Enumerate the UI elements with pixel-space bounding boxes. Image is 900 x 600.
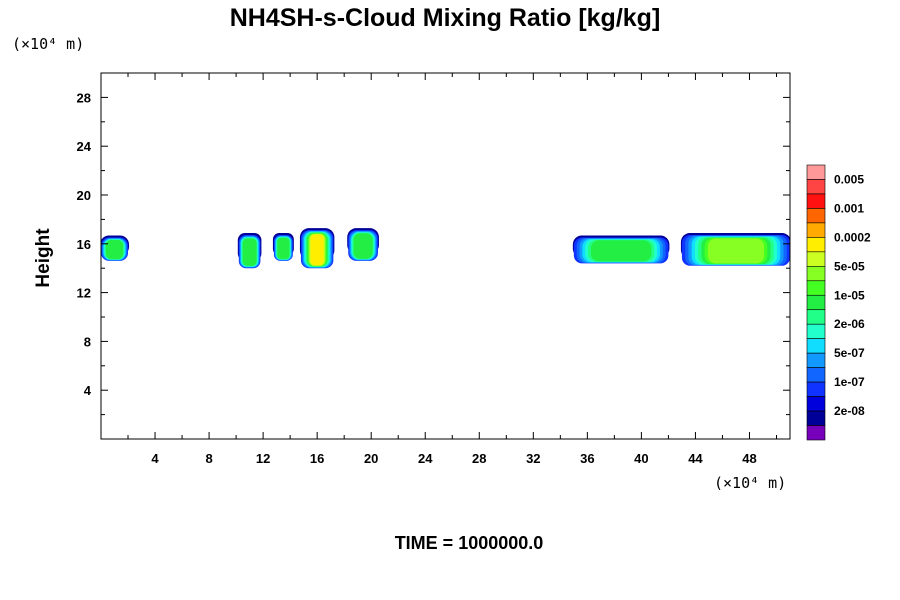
x-tick-label: 32 [526,451,540,466]
colorbar-swatch [806,294,826,311]
colorbar-label: 5e-07 [834,346,865,360]
colorbar-swatch [806,179,826,195]
colorbar-swatch [806,352,826,368]
colorbar-label: 0.001 [834,201,864,215]
colorbar-swatch [806,222,826,238]
colorbar-swatch [806,164,826,180]
y-tick-label: 20 [77,188,91,203]
y-tick-label: 4 [84,383,92,398]
cloud-region [347,228,379,261]
cloud-region [572,235,670,264]
colorbar-swatch [806,410,826,426]
cloud-region [299,228,335,269]
cloud-region [680,233,790,266]
y-tick-label: 28 [77,90,91,105]
colorbar: 0.005 0.001 0.0002 5e-05 1e-05 2e-06 5e-07 1e-0… [806,164,871,441]
colorbar-swatch [806,338,826,354]
colorbar-swatch [806,266,826,282]
colorbar-label: 0.005 [834,172,864,186]
colorbar-label: 5e-05 [834,259,865,273]
y-tick-label: 12 [77,286,91,301]
x-tick-label: 28 [472,451,486,466]
time-label: TIME = 1000000.0 [395,533,544,553]
colorbar-swatch [806,323,826,339]
x-tick-label: 40 [634,451,648,466]
colorbar-swatch [806,309,826,325]
x-tick-label: 20 [364,451,378,466]
x-tick-label: 48 [742,451,756,466]
colorbar-swatch [806,193,826,209]
plot-frame [100,72,791,440]
colorbar-label: 1e-05 [834,288,865,302]
cloud-layer [310,234,324,266]
x-tick-label: 4 [151,451,159,466]
x-tick-label: 12 [256,451,270,466]
y-tick-label: 8 [84,334,91,349]
colorbar-swatch [806,381,826,397]
cloud-layer [242,238,257,266]
cloud-region [237,233,262,269]
chart-title: NH4SH-s-Cloud Mixing Ratio [kg/kg] [230,4,661,32]
x-tick-label: 8 [205,451,212,466]
x-tick-label: 36 [580,451,594,466]
y-axis-title: Height [33,228,54,288]
colorbar-swatch [806,237,826,253]
x-unit-label: (×10⁴ m) [714,474,786,492]
colorbar-label: 2e-06 [834,317,865,331]
cloud-layer [105,239,124,260]
cloud-layer [590,240,652,262]
colorbar-swatch [806,425,826,441]
cloud-field [101,228,790,269]
colorbar-swatch [806,396,826,412]
cloud-layer [707,238,765,264]
colorbar-swatch [806,251,826,267]
colorbar-swatch [806,367,826,383]
x-tick-label: 44 [688,451,703,466]
x-tick-label: 24 [418,451,433,466]
y-unit-label: (×10⁴ m) [12,35,84,53]
colorbar-label: 1e-07 [834,375,865,389]
x-tick-label: 16 [310,451,324,466]
colorbar-swatch [806,280,826,296]
colorbar-swatch [806,208,826,224]
y-tick-label: 16 [77,237,91,252]
cloud-layer [277,237,290,260]
y-tick-label: 24 [77,139,92,154]
cloud-region [272,233,294,261]
colorbar-label: 0.0002 [834,230,871,244]
colorbar-label: 2e-08 [834,404,865,418]
cloud-region [101,235,130,261]
cloud-layer [353,233,373,259]
